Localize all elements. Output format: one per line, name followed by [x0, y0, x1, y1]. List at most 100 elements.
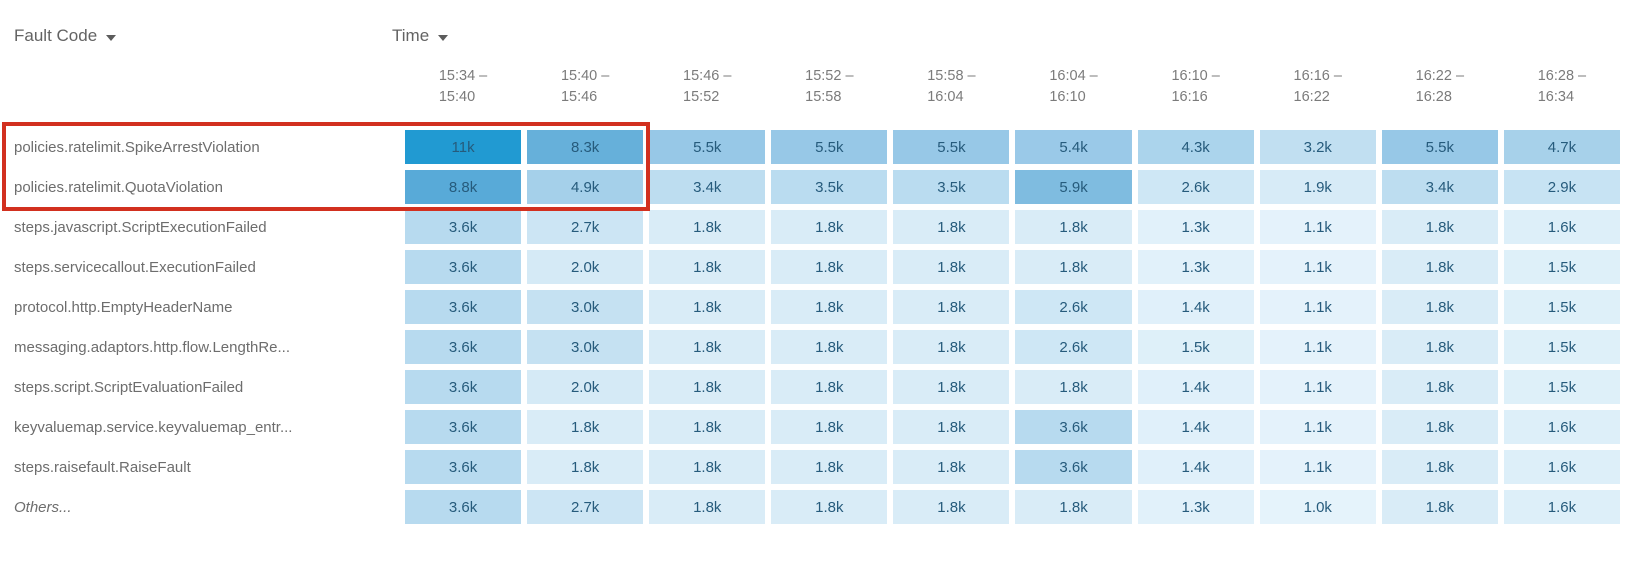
heatmap-cell[interactable]: 1.8k	[1381, 290, 1498, 324]
heatmap-cell[interactable]: 2.0k	[527, 250, 644, 284]
heatmap-cell[interactable]: 1.8k	[893, 450, 1010, 484]
heatmap-cell[interactable]: 1.5k	[1503, 330, 1620, 364]
heatmap-cell[interactable]: 1.8k	[771, 250, 888, 284]
heatmap-cell[interactable]: 1.8k	[771, 330, 888, 364]
heatmap-cell[interactable]: 1.8k	[1381, 370, 1498, 404]
heatmap-cell[interactable]: 1.1k	[1259, 210, 1376, 244]
heatmap-cell[interactable]: 1.8k	[527, 450, 644, 484]
heatmap-cell[interactable]: 1.8k	[771, 490, 888, 524]
heatmap-cell[interactable]: 1.8k	[649, 410, 766, 444]
heatmap-cell[interactable]: 1.9k	[1259, 170, 1376, 204]
heatmap-cell[interactable]: 1.8k	[771, 450, 888, 484]
time-dimension-dropdown[interactable]: Time	[392, 26, 449, 46]
heatmap-cell[interactable]: 1.8k	[893, 210, 1010, 244]
heatmap-cell[interactable]: 4.7k	[1503, 130, 1620, 164]
heatmap-cell[interactable]: 1.4k	[1137, 410, 1254, 444]
heatmap-cell[interactable]: 3.2k	[1259, 130, 1376, 164]
heatmap-cell[interactable]: 1.8k	[527, 410, 644, 444]
heatmap-cell[interactable]: 1.8k	[649, 330, 766, 364]
heatmap-cell[interactable]: 1.8k	[649, 490, 766, 524]
heatmap-cell[interactable]: 1.8k	[1381, 450, 1498, 484]
heatmap-cell[interactable]: 8.3k	[527, 130, 644, 164]
heatmap-cell[interactable]: 1.3k	[1137, 490, 1254, 524]
heatmap-cell[interactable]: 1.8k	[1381, 210, 1498, 244]
heatmap-cell[interactable]: 1.1k	[1259, 330, 1376, 364]
heatmap-cell[interactable]: 1.1k	[1259, 250, 1376, 284]
heatmap-cell[interactable]: 2.6k	[1137, 170, 1254, 204]
heatmap-cell[interactable]: 1.5k	[1503, 250, 1620, 284]
heatmap-cell[interactable]: 11k	[405, 130, 522, 164]
heatmap-cell[interactable]: 1.8k	[893, 410, 1010, 444]
heatmap-cell[interactable]: 5.5k	[771, 130, 888, 164]
heatmap-cell[interactable]: 1.6k	[1503, 410, 1620, 444]
heatmap-cell[interactable]: 1.8k	[893, 250, 1010, 284]
heatmap-cell[interactable]: 1.8k	[771, 210, 888, 244]
heatmap-cell[interactable]: 1.5k	[1137, 330, 1254, 364]
heatmap-cell[interactable]: 3.5k	[771, 170, 888, 204]
heatmap-cell[interactable]: 1.8k	[649, 370, 766, 404]
heatmap-cell[interactable]: 3.6k	[1015, 410, 1132, 444]
heatmap-cell[interactable]: 1.0k	[1259, 490, 1376, 524]
heatmap-cell[interactable]: 1.5k	[1503, 290, 1620, 324]
heatmap-cell[interactable]: 1.8k	[771, 290, 888, 324]
heatmap-cell[interactable]: 2.7k	[527, 210, 644, 244]
heatmap-cell[interactable]: 1.8k	[893, 330, 1010, 364]
heatmap-cell[interactable]: 3.6k	[1015, 450, 1132, 484]
heatmap-cell[interactable]: 1.8k	[1381, 410, 1498, 444]
heatmap-cell[interactable]: 1.1k	[1259, 410, 1376, 444]
heatmap-cell[interactable]: 4.9k	[527, 170, 644, 204]
heatmap-cell[interactable]: 3.6k	[405, 210, 522, 244]
heatmap-cell[interactable]: 1.8k	[1015, 210, 1132, 244]
heatmap-cell[interactable]: 5.5k	[649, 130, 766, 164]
heatmap-cell[interactable]: 3.6k	[405, 250, 522, 284]
heatmap-cell[interactable]: 1.1k	[1259, 370, 1376, 404]
heatmap-cell[interactable]: 1.8k	[893, 290, 1010, 324]
heatmap-cell[interactable]: 1.8k	[771, 410, 888, 444]
heatmap-cell[interactable]: 1.8k	[649, 450, 766, 484]
heatmap-cell[interactable]: 3.4k	[1381, 170, 1498, 204]
heatmap-cell[interactable]: 1.8k	[893, 490, 1010, 524]
heatmap-cell[interactable]: 5.9k	[1015, 170, 1132, 204]
heatmap-cell[interactable]: 1.4k	[1137, 450, 1254, 484]
heatmap-cell[interactable]: 3.4k	[649, 170, 766, 204]
heatmap-cell[interactable]: 1.8k	[1015, 250, 1132, 284]
heatmap-cell[interactable]: 3.6k	[405, 330, 522, 364]
heatmap-cell[interactable]: 3.0k	[527, 330, 644, 364]
heatmap-cell[interactable]: 1.8k	[893, 370, 1010, 404]
heatmap-cell[interactable]: 1.8k	[649, 210, 766, 244]
heatmap-cell[interactable]: 1.8k	[771, 370, 888, 404]
heatmap-cell[interactable]: 5.5k	[1381, 130, 1498, 164]
heatmap-cell[interactable]: 1.3k	[1137, 250, 1254, 284]
fault-code-dimension-dropdown[interactable]: Fault Code	[14, 26, 117, 46]
heatmap-cell[interactable]: 8.8k	[405, 170, 522, 204]
heatmap-cell[interactable]: 5.4k	[1015, 130, 1132, 164]
heatmap-cell[interactable]: 2.6k	[1015, 330, 1132, 364]
heatmap-cell[interactable]: 3.6k	[405, 370, 522, 404]
heatmap-cell[interactable]: 1.6k	[1503, 450, 1620, 484]
heatmap-cell[interactable]: 1.8k	[649, 290, 766, 324]
heatmap-cell[interactable]: 2.6k	[1015, 290, 1132, 324]
heatmap-cell[interactable]: 1.8k	[1381, 330, 1498, 364]
heatmap-cell[interactable]: 5.5k	[893, 130, 1010, 164]
heatmap-cell[interactable]: 4.3k	[1137, 130, 1254, 164]
heatmap-cell[interactable]: 1.8k	[1015, 370, 1132, 404]
heatmap-cell[interactable]: 2.0k	[527, 370, 644, 404]
heatmap-cell[interactable]: 3.5k	[893, 170, 1010, 204]
heatmap-cell[interactable]: 1.5k	[1503, 370, 1620, 404]
heatmap-cell[interactable]: 2.9k	[1503, 170, 1620, 204]
heatmap-cell[interactable]: 1.3k	[1137, 210, 1254, 244]
heatmap-cell[interactable]: 3.6k	[405, 410, 522, 444]
heatmap-cell[interactable]: 3.6k	[405, 450, 522, 484]
heatmap-cell[interactable]: 1.8k	[1381, 250, 1498, 284]
heatmap-cell[interactable]: 1.4k	[1137, 370, 1254, 404]
heatmap-cell[interactable]: 1.1k	[1259, 290, 1376, 324]
heatmap-cell[interactable]: 1.4k	[1137, 290, 1254, 324]
heatmap-cell[interactable]: 1.6k	[1503, 210, 1620, 244]
heatmap-cell[interactable]: 3.6k	[405, 290, 522, 324]
heatmap-cell[interactable]: 1.8k	[649, 250, 766, 284]
heatmap-cell[interactable]: 1.8k	[1381, 490, 1498, 524]
heatmap-cell[interactable]: 3.0k	[527, 290, 644, 324]
heatmap-cell[interactable]: 1.8k	[1015, 490, 1132, 524]
heatmap-cell[interactable]: 3.6k	[405, 490, 522, 524]
heatmap-cell[interactable]: 1.6k	[1503, 490, 1620, 524]
